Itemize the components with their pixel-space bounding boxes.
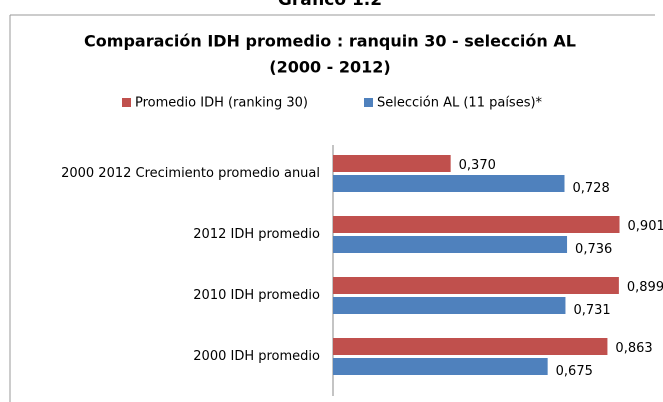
value-label: 0,731	[573, 303, 610, 318]
value-label: 0,728	[573, 181, 610, 196]
category-label: 2012 IDH promedio	[193, 227, 320, 242]
category-label: 2000 IDH promedio	[193, 349, 320, 364]
bar	[333, 297, 566, 314]
header: Gráfico 1.2	[278, 0, 382, 10]
value-label: 0,370	[459, 158, 496, 173]
bar	[333, 236, 568, 253]
bar	[333, 277, 619, 294]
bar	[333, 216, 620, 233]
legend-swatch	[122, 98, 131, 107]
legend-label: Promedio IDH (ranking 30)	[135, 96, 308, 111]
value-label: 0,736	[575, 242, 612, 257]
bar	[333, 338, 608, 355]
value-label: 0,899	[627, 280, 663, 295]
value-label: 0,863	[615, 341, 652, 356]
value-label: 0,675	[556, 364, 593, 379]
category-label: 2010 IDH promedio	[193, 288, 320, 303]
category-label: 2000 2012 Crecimiento promedio anual	[61, 166, 320, 181]
value-label: 0,901	[628, 219, 663, 234]
chart-title: Comparación IDH promedio : ranquin 30 - …	[84, 32, 576, 51]
bar	[333, 155, 451, 172]
legend-swatch	[364, 98, 373, 107]
bar	[333, 175, 565, 192]
legend-label: Selección AL (11 países)*	[377, 96, 543, 111]
bar	[333, 358, 548, 375]
chart-subtitle: (2000 - 2012)	[269, 58, 390, 77]
chart-frame	[9, 14, 655, 402]
